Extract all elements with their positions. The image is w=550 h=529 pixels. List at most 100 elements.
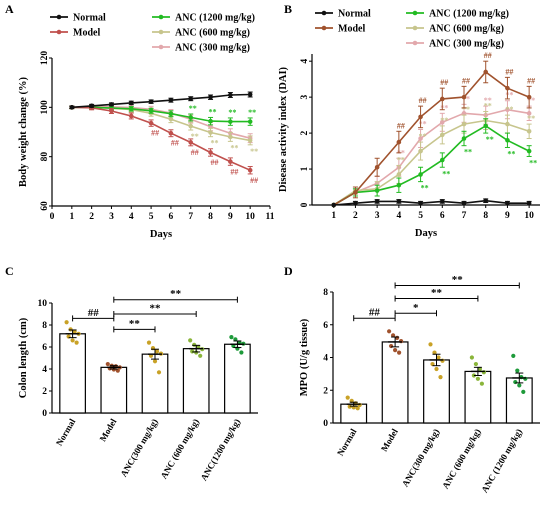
x-tick-label: 3	[109, 212, 114, 222]
bar-group-model: Model	[379, 329, 409, 454]
significance-mark: ##	[250, 176, 258, 185]
significance-mark: **	[527, 114, 535, 123]
data-point	[526, 128, 532, 134]
bar-group-model: Model	[98, 361, 128, 443]
y-tick-label: 120	[40, 51, 50, 66]
data-point	[148, 108, 154, 114]
data-point	[208, 130, 213, 135]
x-tick-label: 1	[331, 211, 336, 221]
significance-label: **	[170, 288, 182, 300]
panel-label: B	[284, 2, 292, 16]
data-point	[154, 349, 160, 354]
comparisons: ## ** ** **	[72, 288, 238, 333]
series-anc-1200-mg-kg: ** ** ** ** ** **	[331, 118, 537, 208]
legend-marker	[56, 29, 62, 35]
data-point	[461, 94, 467, 100]
data-point	[228, 159, 233, 164]
significance-mark: ##	[440, 78, 448, 87]
data-point	[208, 94, 213, 100]
significance-mark: ##	[484, 51, 492, 60]
y-tick-label: 2	[323, 386, 328, 396]
data-point	[526, 111, 532, 116]
data-point	[198, 353, 203, 358]
data-point	[517, 383, 522, 388]
data-point	[374, 188, 380, 193]
series-anc-1200-mg-kg: ** ** ** **	[69, 104, 256, 126]
x-tick-label: 6	[440, 211, 445, 221]
x-tick-label: 4	[129, 212, 134, 222]
significance-mark: ##	[419, 96, 427, 105]
x-axis-label: Days	[150, 229, 172, 240]
significance-mark: **	[250, 147, 258, 156]
data-point	[70, 338, 75, 343]
data-point	[192, 342, 197, 347]
data-point	[148, 99, 154, 104]
significance-mark: **	[440, 116, 448, 125]
data-point	[148, 120, 154, 126]
data-point	[115, 368, 120, 373]
data-point	[483, 198, 489, 203]
data-point	[168, 116, 174, 122]
data-point	[396, 139, 402, 145]
legend-label: Normal	[73, 13, 106, 24]
bar	[100, 366, 128, 414]
significance-mark: **	[529, 158, 537, 167]
significance-mark: **	[228, 108, 236, 117]
x-tick-label: Model	[379, 427, 400, 454]
y-tick-label: 100	[40, 100, 50, 115]
data-point	[505, 200, 510, 206]
data-point	[128, 113, 134, 119]
significance-mark: **	[484, 96, 492, 105]
legend-item-anc-1200-mg-kg: ANC (1200 mg/kg)	[152, 13, 255, 24]
x-tick-label: 0	[50, 212, 55, 222]
y-axis-label: MPO (U/g tissue)	[299, 318, 310, 396]
data-point	[168, 111, 174, 117]
data-point	[68, 327, 73, 332]
y-axis-label: Body weight change (%)	[18, 77, 29, 187]
significance-mark: **	[440, 103, 448, 112]
significance-label: **	[431, 287, 443, 299]
data-point	[418, 172, 423, 177]
legend-marker	[158, 14, 164, 20]
data-point	[228, 119, 233, 124]
significance-mark: **	[462, 105, 470, 114]
data-point	[168, 97, 174, 103]
data-point	[469, 355, 474, 360]
data-point	[72, 329, 77, 334]
data-point	[389, 343, 394, 349]
significance-mark: ##	[151, 128, 159, 137]
series-line	[71, 106, 251, 171]
series-line	[333, 124, 530, 206]
data-point	[233, 337, 238, 342]
legend-marker	[56, 14, 62, 20]
series-model: ## ## ## ## ## ##	[69, 105, 258, 185]
bar	[59, 333, 86, 414]
significance-label: *	[413, 302, 419, 314]
bar	[182, 348, 210, 414]
significance-mark: ##	[397, 121, 405, 130]
significance-mark: **	[462, 94, 470, 103]
legend-item-anc-300-mg-kg: ANC (300 mg/kg)	[152, 43, 250, 54]
panel-d: D 0 2 4 6 8 MPO (U/g tissue) Normal Model ANC(300…	[284, 264, 540, 494]
data-point	[511, 353, 516, 358]
series-line	[333, 199, 530, 206]
y-tick-label: 10	[38, 299, 48, 309]
data-point	[228, 134, 233, 140]
panel-label: C	[5, 264, 14, 278]
legend-label: Model	[73, 28, 100, 39]
data-point	[475, 376, 480, 381]
data-point	[247, 167, 253, 173]
legend-item-normal: Normal	[50, 13, 106, 24]
data-point	[387, 329, 392, 334]
data-point	[473, 361, 478, 367]
data-point	[64, 320, 69, 325]
x-tick-label: 4	[396, 211, 401, 221]
data-point	[188, 96, 194, 101]
significance-label: **	[452, 274, 464, 286]
x-tick-label: 5	[418, 211, 423, 221]
data-point	[239, 350, 244, 355]
data-point	[152, 359, 158, 364]
data-point	[439, 96, 445, 102]
legend-label: ANC (300 mg/kg)	[175, 43, 250, 54]
y-tick-label: 60	[40, 201, 50, 211]
